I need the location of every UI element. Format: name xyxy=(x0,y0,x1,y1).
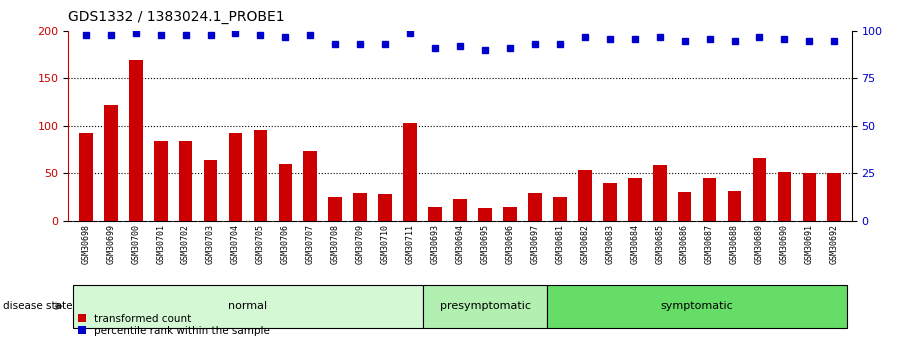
Bar xyxy=(353,193,367,221)
Text: GSM30685: GSM30685 xyxy=(655,224,664,264)
Text: GSM30684: GSM30684 xyxy=(630,224,640,264)
Text: GSM30694: GSM30694 xyxy=(456,224,465,264)
Bar xyxy=(653,165,667,221)
Bar xyxy=(279,164,292,221)
Text: GSM30704: GSM30704 xyxy=(231,224,240,264)
Text: presymptomatic: presymptomatic xyxy=(439,301,530,311)
Text: GSM30691: GSM30691 xyxy=(804,224,814,264)
Bar xyxy=(827,173,841,221)
Text: GSM30682: GSM30682 xyxy=(580,224,589,264)
Text: GSM30695: GSM30695 xyxy=(480,224,489,264)
Text: GSM30686: GSM30686 xyxy=(681,224,689,264)
Bar xyxy=(229,132,242,221)
Text: GSM30689: GSM30689 xyxy=(755,224,764,264)
Text: GSM30701: GSM30701 xyxy=(156,224,165,264)
Bar xyxy=(404,123,417,221)
Bar xyxy=(128,60,142,221)
Text: GSM30693: GSM30693 xyxy=(431,224,440,264)
Bar xyxy=(179,141,192,221)
Text: GSM30702: GSM30702 xyxy=(181,224,190,264)
Bar xyxy=(752,158,766,221)
Bar xyxy=(528,193,542,221)
Text: GSM30700: GSM30700 xyxy=(131,224,140,264)
Text: GSM30681: GSM30681 xyxy=(556,224,564,264)
Text: GSM30696: GSM30696 xyxy=(506,224,515,264)
Text: GSM30698: GSM30698 xyxy=(81,224,90,264)
Text: GDS1332 / 1383024.1_PROBE1: GDS1332 / 1383024.1_PROBE1 xyxy=(68,10,285,24)
Bar xyxy=(503,207,517,221)
Bar xyxy=(628,178,641,221)
Bar xyxy=(678,193,691,221)
Bar xyxy=(453,199,467,221)
Text: normal: normal xyxy=(229,301,268,311)
Text: GSM30707: GSM30707 xyxy=(306,224,315,264)
Text: disease state: disease state xyxy=(3,301,72,311)
Bar xyxy=(578,169,591,221)
Bar xyxy=(329,197,343,221)
Bar xyxy=(478,208,492,221)
Bar xyxy=(303,151,317,221)
Bar xyxy=(603,183,617,221)
Bar xyxy=(378,194,392,221)
Bar xyxy=(778,172,792,221)
Bar xyxy=(73,285,423,328)
Bar xyxy=(204,160,218,221)
Bar xyxy=(154,141,168,221)
Bar xyxy=(702,178,716,221)
Bar xyxy=(79,132,93,221)
Text: symptomatic: symptomatic xyxy=(660,301,733,311)
Text: GSM30709: GSM30709 xyxy=(356,224,364,264)
Bar xyxy=(548,285,847,328)
Text: GSM30711: GSM30711 xyxy=(405,224,415,264)
Text: GSM30687: GSM30687 xyxy=(705,224,714,264)
Bar xyxy=(423,285,548,328)
Bar xyxy=(104,105,118,221)
Bar xyxy=(728,191,742,221)
Text: GSM30683: GSM30683 xyxy=(605,224,614,264)
Bar xyxy=(553,197,567,221)
Text: GSM30710: GSM30710 xyxy=(381,224,390,264)
Bar xyxy=(253,130,267,221)
Text: GSM30706: GSM30706 xyxy=(281,224,290,264)
Text: GSM30705: GSM30705 xyxy=(256,224,265,264)
Text: GSM30708: GSM30708 xyxy=(331,224,340,264)
Text: GSM30699: GSM30699 xyxy=(107,224,116,264)
Text: GSM30697: GSM30697 xyxy=(530,224,539,264)
Text: GSM30703: GSM30703 xyxy=(206,224,215,264)
Text: GSM30690: GSM30690 xyxy=(780,224,789,264)
Text: GSM30692: GSM30692 xyxy=(830,224,839,264)
Legend: transformed count, percentile rank within the sample: transformed count, percentile rank withi… xyxy=(74,309,274,340)
Text: GSM30688: GSM30688 xyxy=(730,224,739,264)
Bar xyxy=(803,173,816,221)
Bar xyxy=(428,207,442,221)
